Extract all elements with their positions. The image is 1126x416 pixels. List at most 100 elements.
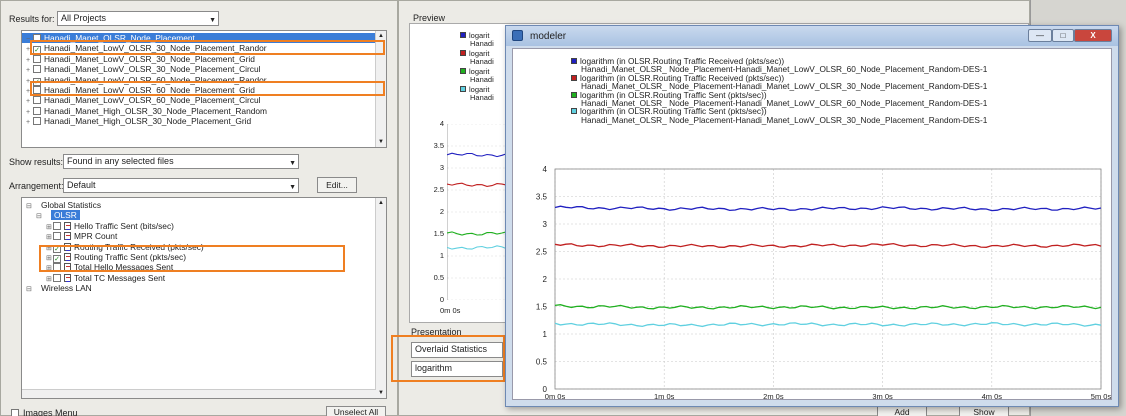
- checkbox[interactable]: [33, 117, 41, 126]
- preview-legend-entry: logarit Hanadi: [460, 68, 494, 84]
- y-tick-label: 3: [543, 220, 548, 229]
- checkbox[interactable]: ✓: [53, 254, 61, 263]
- preview-y-tick: 0: [439, 295, 444, 304]
- file-name: Hanadi_Manet_LowV_OLSR_30_Node_Placement…: [44, 64, 261, 75]
- scale-dropdown[interactable]: logarithm: [411, 361, 503, 377]
- expand-icon[interactable]: ⊟: [26, 286, 32, 294]
- scroll-down-icon[interactable]: ▼: [378, 139, 384, 145]
- expand-icon[interactable]: +: [26, 119, 31, 127]
- checkbox[interactable]: [53, 232, 61, 241]
- expand-icon[interactable]: ⊞: [46, 223, 52, 231]
- show-button[interactable]: Show: [959, 406, 1009, 416]
- show-results-dropdown[interactable]: Found in any selected files ▼: [63, 154, 299, 169]
- arrangement-dropdown[interactable]: Default ▼: [63, 178, 299, 193]
- modeler-window[interactable]: modeler — □ X logarithm (in OLSR.Routing…: [505, 25, 1119, 407]
- legend-entry: logarithm (in OLSR.Routing Traffic Recei…: [571, 74, 987, 91]
- expand-icon[interactable]: +: [26, 67, 31, 75]
- scroll-down-icon[interactable]: ▼: [378, 390, 384, 396]
- expand-icon[interactable]: +: [26, 87, 31, 95]
- statistic-icon: [64, 273, 71, 282]
- checkbox[interactable]: [53, 273, 61, 282]
- file-list-item[interactable]: + Hanadi_Manet_LowV_OLSR_60_Node_Placemen…: [22, 85, 376, 95]
- legend-entry: logarithm (in OLSR.Routing Traffic Sent …: [571, 107, 987, 124]
- legend-swatch: [571, 74, 577, 81]
- tree-item[interactable]: ⊞ ✓ Routing Traffic Sent (pkts/sec): [26, 252, 376, 263]
- tree-label: Total Hello Messages Sent: [74, 262, 174, 273]
- expand-icon[interactable]: ⊞: [46, 265, 52, 273]
- file-list-scrollbar[interactable]: ▲ ▼: [375, 31, 386, 147]
- tree-scrollbar[interactable]: ▲ ▼: [375, 198, 386, 398]
- checkbox[interactable]: [33, 54, 41, 63]
- expand-icon[interactable]: ⊟: [26, 203, 32, 210]
- images-menu-checkbox[interactable]: [11, 409, 19, 416]
- file-list-item[interactable]: + Hanadi_Manet_LowV_OLSR_60_Node_Placemen…: [22, 95, 376, 105]
- expand-icon[interactable]: +: [26, 108, 31, 116]
- legend-series-name: logarithm (in OLSR.Routing Traffic Sent …: [580, 89, 767, 100]
- show-results-label: Show results:: [9, 157, 64, 167]
- legend-series-source: Hanadi_Manet_OLSR_ Node_Placement-Hanadi…: [581, 98, 988, 109]
- tree-hscrollbar[interactable]: [22, 389, 376, 398]
- checkbox[interactable]: [33, 65, 41, 74]
- close-button[interactable]: X: [1074, 29, 1112, 42]
- expand-icon[interactable]: +: [26, 77, 31, 85]
- legend-series-source: Hanadi_Manet_OLSR_ Node_Placement-Hanadi…: [581, 81, 988, 92]
- expand-icon[interactable]: −: [26, 36, 31, 43]
- checkbox[interactable]: [33, 85, 41, 94]
- preview-series-line: [447, 182, 507, 187]
- preview-x-label: 0m 0s: [440, 306, 461, 315]
- preview-y-tick: 3.5: [433, 141, 444, 150]
- highlight-presentation: [391, 335, 505, 382]
- tree-label: MPR Count: [74, 231, 118, 242]
- tree-item[interactable]: ⊟ Wireless LAN: [26, 283, 376, 293]
- file-list[interactable]: − Hanadi_Manet_OLSR_Node_Placement + ✓ Hanad…: [21, 30, 387, 148]
- expand-icon[interactable]: ⊞: [46, 244, 52, 252]
- file-list-item[interactable]: + Hanadi_Manet_LowV_OLSR_30_Node_Placemen…: [22, 54, 376, 64]
- checkbox[interactable]: [33, 106, 41, 115]
- legend-label: logarit: [469, 85, 490, 94]
- edit-button[interactable]: Edit...: [317, 177, 357, 193]
- legend-series-source: Hanadi_Manet_OLSR_ Node_Placement-Hanadi…: [581, 114, 988, 125]
- scroll-up-icon[interactable]: ▲: [378, 33, 384, 39]
- y-tick-label: 0: [543, 385, 548, 394]
- checkbox[interactable]: [33, 96, 41, 105]
- expand-icon[interactable]: ⊟: [36, 213, 42, 221]
- expand-icon[interactable]: +: [26, 46, 31, 54]
- plot-frame: [554, 168, 1102, 390]
- y-tick-label: 3.5: [536, 193, 548, 202]
- maximize-button[interactable]: □: [1052, 29, 1074, 42]
- file-list-item[interactable]: + Hanadi_Manet_High_OLSR_30_Node_Placemen…: [22, 106, 376, 116]
- tree-item[interactable]: ⊟ Global Statistics: [26, 200, 376, 210]
- unselect-all-button[interactable]: Unselect All: [326, 406, 386, 416]
- images-menu-label: Images Menu: [23, 408, 78, 416]
- file-list-item[interactable]: + Hanadi_Manet_LowV_OLSR_30_Node_Placemen…: [22, 64, 376, 74]
- expand-icon[interactable]: ⊞: [46, 234, 52, 242]
- expand-icon[interactable]: ⊞: [46, 254, 52, 262]
- tree-item[interactable]: ⊞ MPR Count: [26, 231, 376, 241]
- statistic-icon: [64, 221, 71, 230]
- scroll-up-icon[interactable]: ▲: [378, 200, 384, 206]
- preview-title: Preview: [413, 13, 446, 23]
- file-name: Hanadi_Manet_High_OLSR_30_Node_Placement…: [44, 116, 252, 127]
- tree-label: Total TC Messages Sent: [74, 272, 166, 283]
- tree-item[interactable]: ⊞ Hello Traffic Sent (bits/sec): [26, 221, 376, 231]
- series-line: [554, 304, 1102, 310]
- expand-icon[interactable]: +: [26, 56, 31, 64]
- tree-item[interactable]: ⊞ Total TC Messages Sent: [26, 273, 376, 283]
- modeler-titlebar[interactable]: modeler — □ X: [506, 26, 1118, 46]
- tree-item[interactable]: ⊟ OLSR: [26, 210, 376, 221]
- checkbox[interactable]: [53, 221, 61, 230]
- expand-icon[interactable]: +: [26, 98, 31, 106]
- minimize-button[interactable]: —: [1028, 29, 1052, 42]
- show-results-value: Found in any selected files: [67, 156, 174, 166]
- tree-label: Global Statistics: [41, 200, 102, 210]
- presentation-dropdown[interactable]: Overlaid Statistics: [411, 342, 503, 358]
- stats-tree[interactable]: ⊟ Global Statistics ⊟ OLSR ⊞ Hello Traffic Se…: [21, 197, 387, 399]
- series-line: [554, 242, 1102, 248]
- legend-swatch: [460, 32, 466, 38]
- results-for-dropdown[interactable]: All Projects ▼: [57, 11, 219, 26]
- add-button[interactable]: Add: [877, 406, 927, 416]
- expand-icon[interactable]: ⊞: [46, 275, 52, 283]
- file-list-item[interactable]: + Hanadi_Manet_High_OLSR_30_Node_Placemen…: [22, 116, 376, 126]
- file-name: Hanadi_Manet_LowV_OLSR_60_Node_Placement…: [44, 95, 261, 106]
- preview-chart: [447, 124, 507, 300]
